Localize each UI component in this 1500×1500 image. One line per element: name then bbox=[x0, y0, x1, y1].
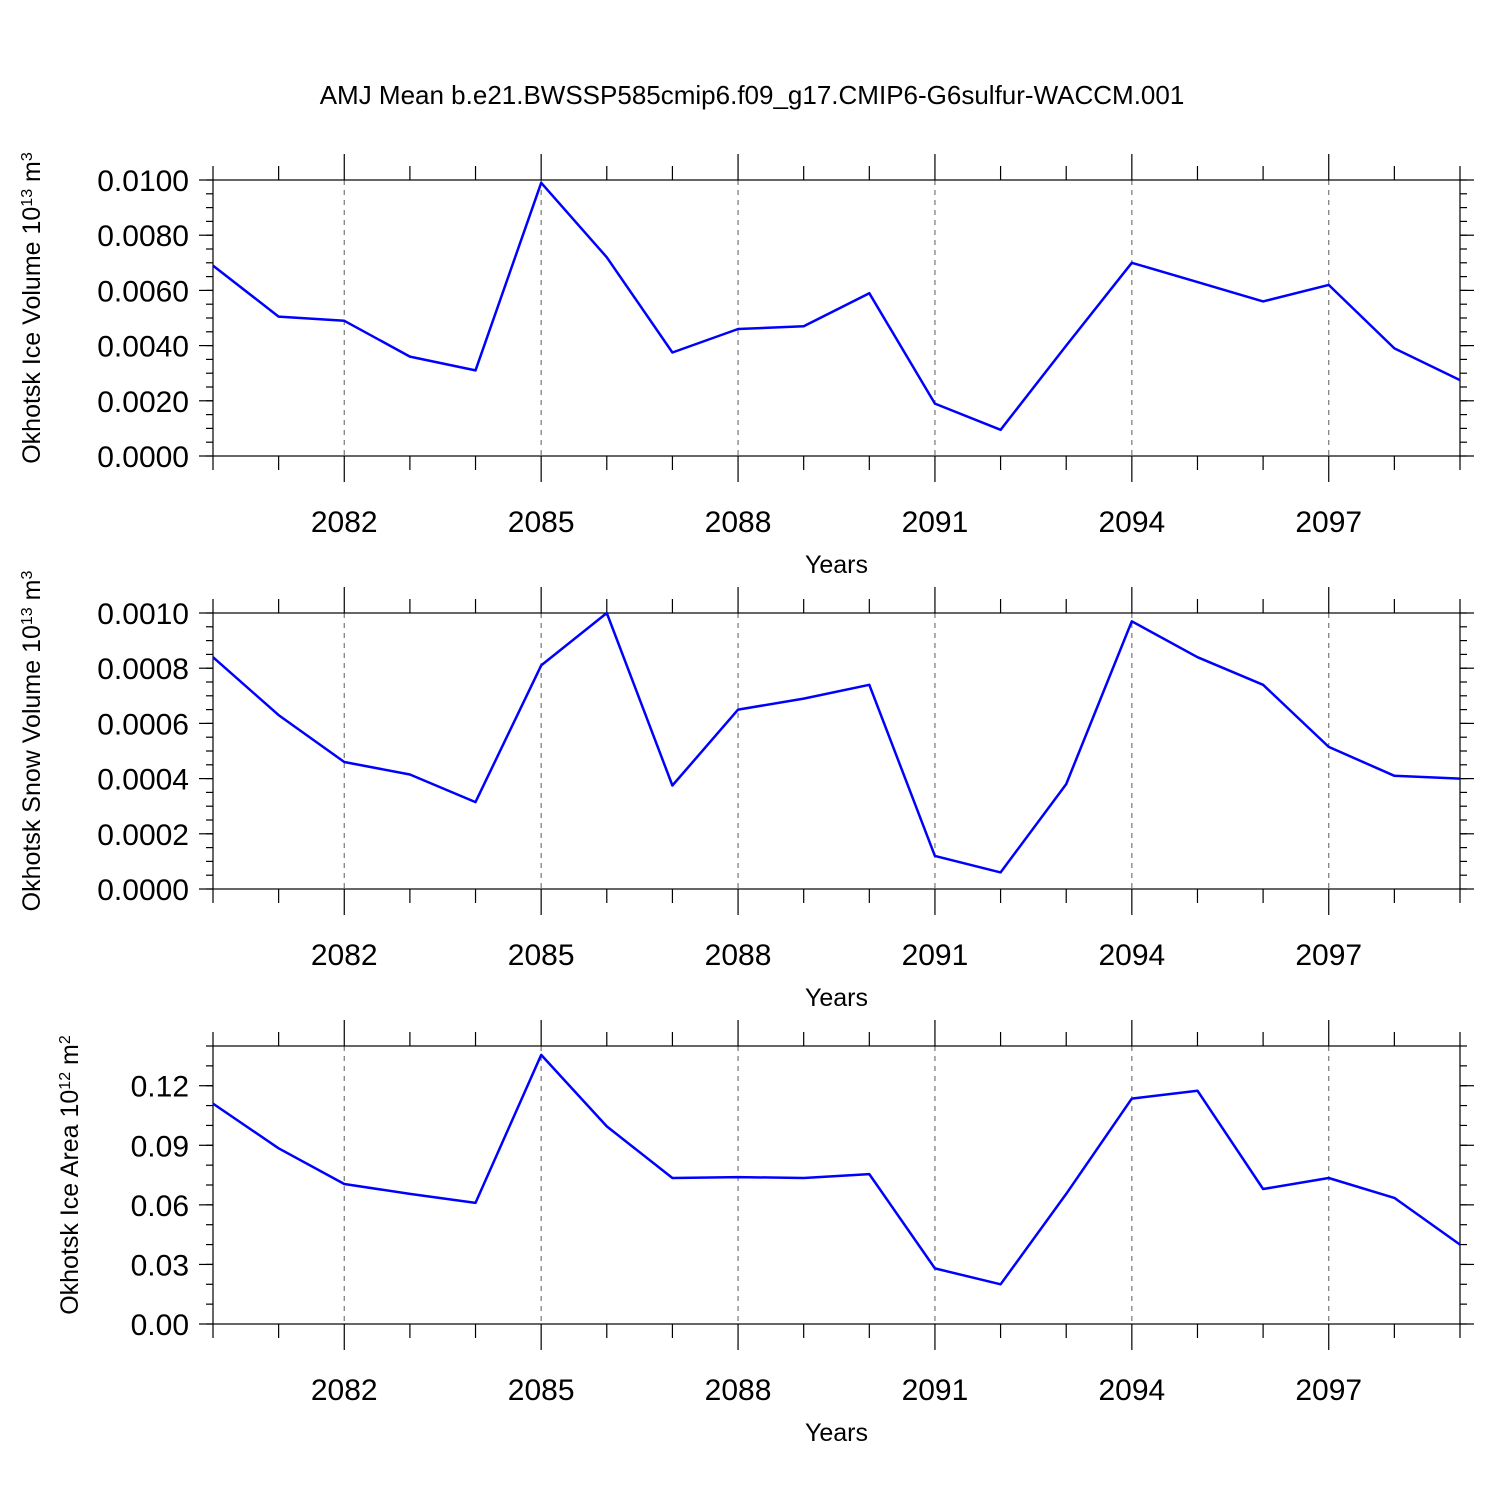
chart-panel-1: 2082 2085 2088 2091 2094 2097 0.0000 0.0020 0.00… bbox=[18, 152, 1474, 579]
x-axis-label: Years bbox=[805, 984, 868, 1012]
x-tick-label: 2082 bbox=[311, 939, 378, 972]
series-line bbox=[212, 1053, 1461, 1286]
x-axis-label: Years bbox=[805, 551, 868, 579]
y-tick-label: 0.0002 bbox=[97, 819, 189, 852]
y-tick-label: 0.12 bbox=[131, 1071, 189, 1104]
y-tick-label: 0.0100 bbox=[97, 165, 189, 198]
x-tick-label: 2091 bbox=[902, 506, 969, 539]
x-tick-label: 2082 bbox=[311, 1374, 378, 1407]
x-tick-label: 2094 bbox=[1098, 506, 1165, 539]
y-tick-label: 0.0080 bbox=[97, 220, 189, 253]
y-tick-label: 0.0000 bbox=[97, 874, 189, 907]
x-tick-label: 2091 bbox=[902, 1374, 969, 1407]
chart-panel-3: 2082 2085 2088 2091 2094 2097 0.00 0.03 0.06 0.09… bbox=[56, 1020, 1474, 1447]
y-tick-label: 0.00 bbox=[131, 1309, 189, 1342]
x-tick-label: 2085 bbox=[508, 1374, 575, 1407]
y-tick-label: 0.0020 bbox=[97, 386, 189, 419]
figure-title: AMJ Mean b.e21.BWSSP585cmip6.f09_g17.CMI… bbox=[320, 80, 1185, 110]
x-tick-label: 2091 bbox=[902, 939, 969, 972]
y-tick-label: 0.0060 bbox=[97, 275, 189, 308]
y-tick-label: 0.09 bbox=[131, 1130, 189, 1163]
x-tick-label: 2088 bbox=[705, 939, 772, 972]
x-tick-label: 2094 bbox=[1098, 939, 1165, 972]
x-tick-label: 2094 bbox=[1098, 1374, 1165, 1407]
x-axis-label: Years bbox=[805, 1419, 868, 1447]
panels: 2082 2085 2088 2091 2094 2097 0.0000 0.0020 0.00… bbox=[18, 152, 1474, 1447]
chart-panel-2: 2082 2085 2088 2091 2094 2097 0.0000 0.0002 0.00… bbox=[18, 571, 1474, 1012]
y-axis-label: Okhotsk Ice Area 1012 m2 bbox=[56, 1035, 84, 1315]
y-tick-label: 0.0040 bbox=[97, 331, 189, 364]
series-line bbox=[212, 611, 1461, 874]
plot-frame bbox=[212, 612, 1461, 890]
x-tick-label: 2097 bbox=[1295, 1374, 1362, 1407]
y-tick-label: 0.06 bbox=[131, 1190, 189, 1223]
x-tick-label: 2082 bbox=[311, 506, 378, 539]
y-tick-label: 0.0000 bbox=[97, 441, 189, 474]
y-tick-label: 0.0006 bbox=[97, 708, 189, 741]
x-tick-label: 2085 bbox=[508, 506, 575, 539]
y-tick-label: 0.03 bbox=[131, 1249, 189, 1282]
x-tick-label: 2085 bbox=[508, 939, 575, 972]
x-tick-label: 2097 bbox=[1295, 506, 1362, 539]
y-tick-label: 0.0010 bbox=[97, 598, 189, 631]
plot-frame bbox=[212, 179, 1461, 457]
x-tick-label: 2097 bbox=[1295, 939, 1362, 972]
y-axis-label: Okhotsk Ice Volume 1013 m3 bbox=[18, 152, 46, 464]
x-tick-label: 2088 bbox=[705, 1374, 772, 1407]
plot-frame bbox=[212, 1045, 1461, 1325]
y-tick-label: 0.0008 bbox=[97, 653, 189, 686]
y-axis-label: Okhotsk Snow Volume 1013 m3 bbox=[18, 571, 46, 912]
y-tick-label: 0.0004 bbox=[97, 764, 189, 797]
series-line bbox=[212, 181, 1461, 432]
x-tick-label: 2088 bbox=[705, 506, 772, 539]
